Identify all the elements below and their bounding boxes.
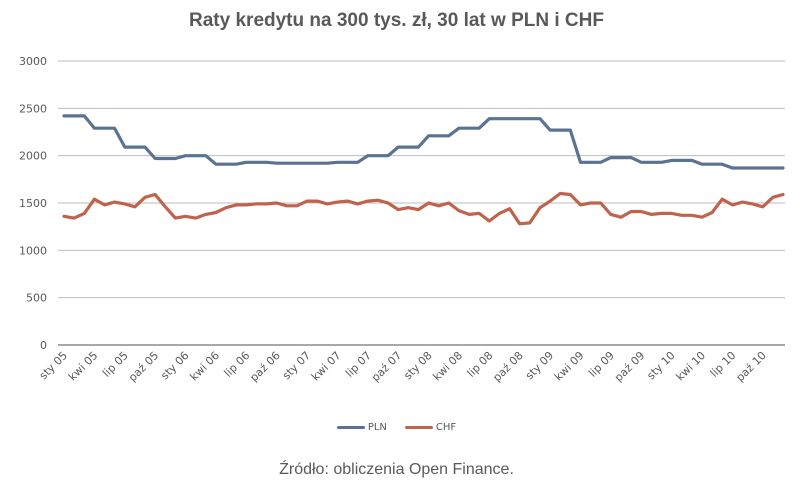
y-tick-label: 2500 bbox=[19, 102, 47, 115]
x-tick-label: sty 08 bbox=[401, 349, 434, 382]
x-tick-label: sty 06 bbox=[158, 349, 191, 382]
legend-label-pln: PLN bbox=[367, 422, 387, 433]
y-tick-label: 1000 bbox=[19, 244, 47, 257]
x-tick-label: kwi 06 bbox=[187, 349, 222, 384]
legend-item-pln: PLN bbox=[336, 422, 387, 433]
x-tick-label: paź 09 bbox=[612, 349, 647, 384]
series-line-pln bbox=[62, 114, 785, 170]
x-tick-label: paź 08 bbox=[490, 349, 525, 384]
legend-item-chf: CHF bbox=[404, 422, 457, 433]
x-tick-label: kwi 09 bbox=[552, 349, 587, 384]
x-tick-label: paź 06 bbox=[247, 349, 282, 384]
y-tick-label: 1500 bbox=[19, 197, 47, 210]
x-tick-label: kwi 10 bbox=[674, 349, 709, 384]
y-tick-label: 2000 bbox=[19, 150, 47, 163]
y-tick-label: 500 bbox=[26, 292, 47, 305]
legend: PLN CHF bbox=[0, 422, 793, 433]
data-lines bbox=[62, 114, 785, 226]
y-tick-label: 3000 bbox=[19, 55, 47, 68]
x-tick-label: sty 09 bbox=[523, 349, 556, 382]
y-axis-ticks: 0 500 1000 1500 2000 2500 3000 bbox=[19, 55, 47, 352]
gridlines bbox=[58, 60, 785, 346]
x-tick-label: paź 07 bbox=[369, 349, 404, 384]
source-note: Źródło: obliczenia Open Finance. bbox=[279, 461, 514, 478]
x-tick-label: kwi 05 bbox=[66, 349, 101, 384]
x-tick-label: kwi 07 bbox=[309, 349, 344, 384]
x-tick-label: paź 05 bbox=[126, 349, 161, 384]
x-tick-label: sty 10 bbox=[644, 349, 677, 382]
x-tick-label: kwi 08 bbox=[430, 349, 465, 384]
x-tick-label: paź 10 bbox=[734, 349, 769, 384]
series-line-chf bbox=[62, 191, 785, 226]
pln-line-swatch-icon bbox=[336, 426, 365, 429]
legend-label-chf: CHF bbox=[435, 422, 457, 433]
chart-title: Raty kredytu na 300 tys. zł, 30 lat w PL… bbox=[189, 10, 604, 31]
x-tick-label: sty 05 bbox=[37, 349, 70, 382]
x-tick-label: sty 07 bbox=[280, 349, 313, 382]
chf-line-swatch-icon bbox=[404, 426, 433, 429]
y-tick-label: 0 bbox=[40, 339, 47, 352]
